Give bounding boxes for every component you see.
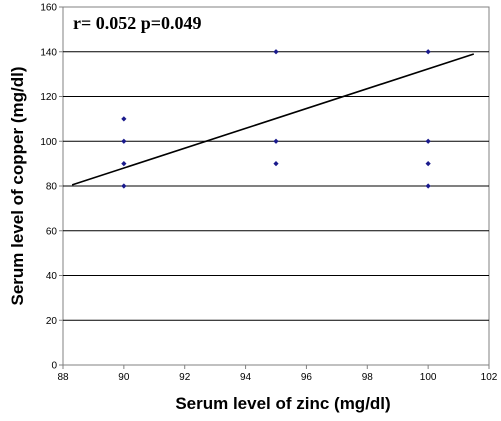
x-tick-label-100: 100: [420, 372, 437, 383]
data-point-8: [425, 138, 431, 144]
correlation-annotation: r= 0.052 p=0.049: [73, 13, 202, 33]
x-tick-label-98: 98: [362, 372, 374, 383]
x-tick-label-102: 102: [481, 372, 498, 383]
y-tick-label-40: 40: [46, 271, 58, 282]
x-axis-label: Serum level of zinc (mg/dl): [175, 394, 390, 413]
data-point-7: [425, 49, 431, 55]
x-tick-label-90: 90: [118, 372, 130, 383]
y-tick-label-140: 140: [40, 47, 57, 58]
y-tick-label-120: 120: [40, 92, 57, 103]
y-tick-label-160: 160: [40, 3, 57, 14]
data-point-5: [273, 138, 279, 144]
x-tick-label-94: 94: [240, 372, 252, 383]
data-point-6: [273, 161, 279, 167]
y-tick-label-0: 0: [51, 361, 57, 372]
y-tick-label-80: 80: [46, 182, 58, 193]
y-tick-label-100: 100: [40, 137, 57, 148]
data-point-9: [425, 161, 431, 167]
trendline-group: [71, 53, 475, 186]
y-axis-label: Serum level of copper (mg/dl): [8, 67, 27, 306]
data-point-1: [121, 138, 127, 144]
y-tick-label-20: 20: [46, 316, 58, 327]
data-point-10: [425, 183, 431, 189]
x-tick-labels: 88 90 92 94 96 98 100 102: [57, 365, 498, 383]
data-point-0: [121, 116, 127, 122]
data-points: [121, 49, 431, 189]
data-point-4: [273, 49, 279, 55]
x-tick-label-88: 88: [57, 372, 69, 383]
x-tick-label-92: 92: [179, 372, 191, 383]
y-tick-labels: 0 20 40 60 80 100 120 140 160: [40, 3, 57, 372]
y-tick-label-60: 60: [46, 226, 58, 237]
trendline: [71, 53, 475, 186]
data-point-3: [121, 183, 127, 189]
x-tick-label-96: 96: [301, 372, 313, 383]
data-point-2: [121, 161, 127, 167]
